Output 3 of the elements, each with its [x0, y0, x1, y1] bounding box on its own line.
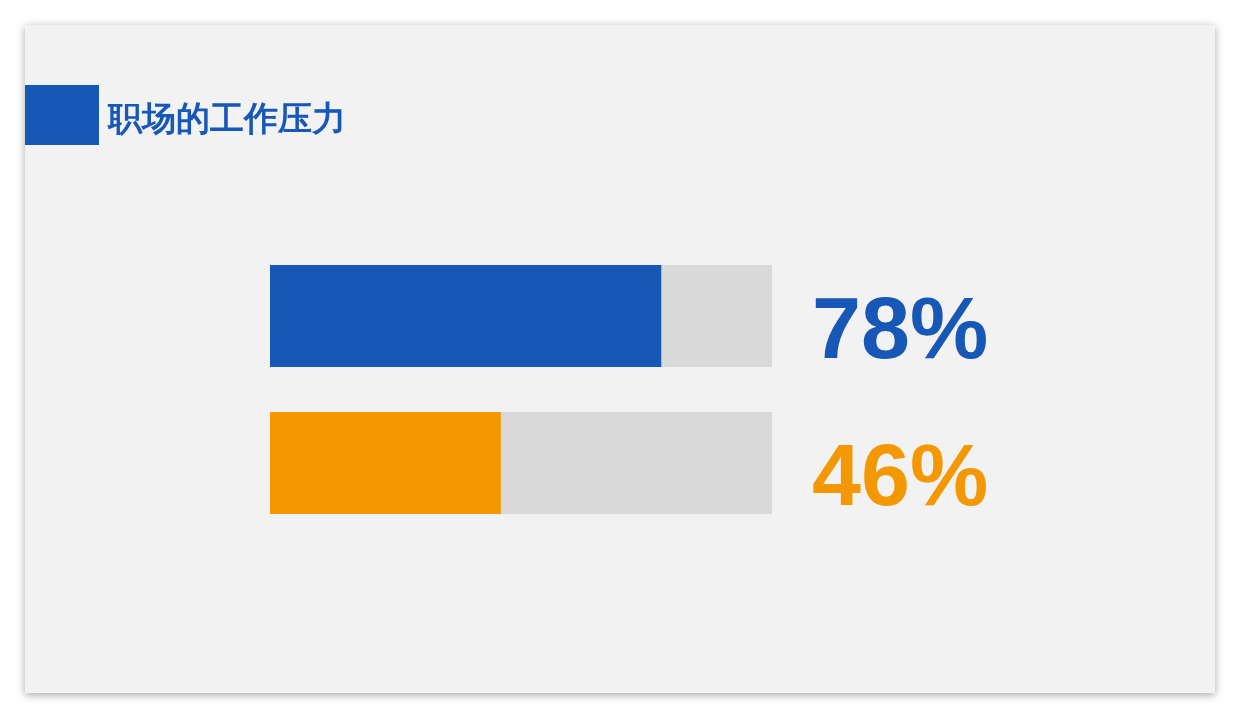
data-label: 46% [812, 425, 989, 524]
data-label: 78% [812, 278, 989, 377]
chart-title: 职场的工作压力 [107, 98, 346, 138]
